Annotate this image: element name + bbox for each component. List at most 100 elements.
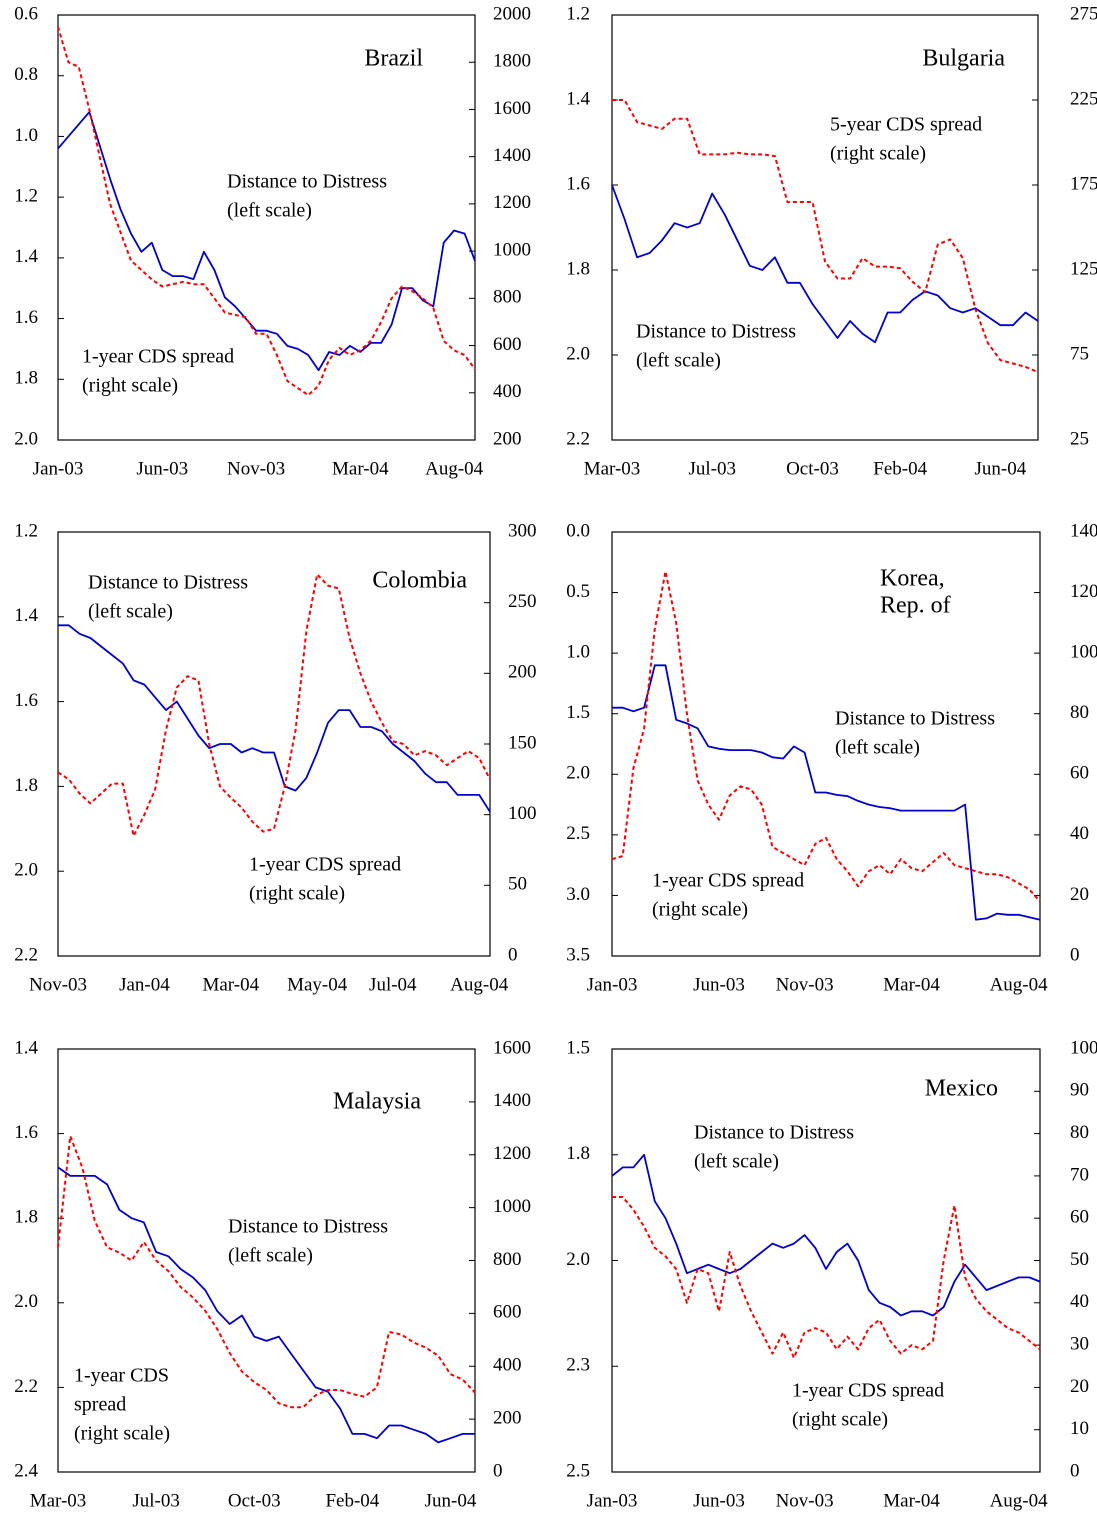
y2-tick-label: 20 xyxy=(1070,1376,1089,1397)
y-tick-label: 2.0 xyxy=(14,860,38,881)
series-line xyxy=(611,1153,1041,1317)
x-tick-label: Oct-03 xyxy=(786,458,839,479)
y-tick-label: 0.6 xyxy=(14,3,38,24)
y2-tick-label: 80 xyxy=(1070,702,1089,723)
y2-tick-label: 1200 xyxy=(493,1143,531,1164)
x-tick-label: Jan-04 xyxy=(119,974,170,995)
y2-tick-label: 1400 xyxy=(493,1090,531,1111)
series-line xyxy=(58,624,491,813)
series-label: Distance to Distress xyxy=(694,1122,854,1144)
series-scale-note: (right scale) xyxy=(652,899,748,921)
y-tick-label: 2.4 xyxy=(14,1460,38,1481)
y-tick-label: 1.4 xyxy=(14,605,38,626)
series-line xyxy=(57,111,476,372)
y2-tick-label: 90 xyxy=(1070,1080,1089,1101)
series-label: Distance to Distress xyxy=(88,572,248,594)
y2-tick-label: 75 xyxy=(1070,343,1089,364)
series-scale-note: (right scale) xyxy=(830,143,926,165)
x-tick-label: Jun-04 xyxy=(975,458,1027,479)
y-tick-label: 1.8 xyxy=(14,368,38,389)
panel-title: Malaysia xyxy=(333,1089,421,1115)
y2-tick-label: 25 xyxy=(1070,428,1089,449)
x-tick-label: Nov-03 xyxy=(29,974,87,995)
series-line xyxy=(612,99,1039,373)
y-tick-label: 1.6 xyxy=(14,1122,38,1143)
y-tick-label: 0.8 xyxy=(14,64,38,85)
y-tick-label: 1.5 xyxy=(566,702,590,723)
y2-tick-label: 0 xyxy=(508,944,518,965)
x-tick-label: Mar-04 xyxy=(332,458,389,479)
series-scale-note: (right scale) xyxy=(74,1423,170,1445)
y2-tick-label: 120 xyxy=(1070,581,1097,602)
x-tick-label: Jun-03 xyxy=(693,1490,745,1511)
y-tick-label: 2.2 xyxy=(14,944,38,965)
y2-tick-label: 30 xyxy=(1070,1333,1089,1354)
panel-title: Rep. of xyxy=(880,593,951,619)
x-tick-label: Mar-04 xyxy=(202,974,259,995)
x-tick-label: Aug-04 xyxy=(425,458,484,479)
y-tick-label: 1.8 xyxy=(566,258,590,279)
series-label: Distance to Distress xyxy=(227,171,387,193)
y2-tick-label: 60 xyxy=(1070,763,1089,784)
y-tick-label: 3.0 xyxy=(566,884,590,905)
series-scale-note: (left scale) xyxy=(835,737,920,759)
y-tick-label: 0.0 xyxy=(566,520,590,541)
y-tick-label: 2.0 xyxy=(14,1291,38,1312)
series-label: 1-year CDS spread xyxy=(249,854,401,876)
series-scale-note: (left scale) xyxy=(636,350,721,372)
series-scale-note: (left scale) xyxy=(88,601,173,623)
y2-tick-label: 225 xyxy=(1070,88,1097,109)
x-tick-label: Jan-03 xyxy=(587,1490,638,1511)
x-tick-label: Mar-04 xyxy=(883,974,940,995)
y2-tick-label: 100 xyxy=(1070,642,1097,663)
y2-tick-label: 400 xyxy=(493,1355,522,1376)
series-line xyxy=(57,573,491,837)
x-tick-label: Aug-04 xyxy=(990,974,1049,995)
y2-tick-label: 800 xyxy=(493,1249,522,1270)
y2-tick-label: 150 xyxy=(508,732,537,753)
y2-tick-label: 600 xyxy=(493,1302,522,1323)
y-tick-label: 0.5 xyxy=(566,581,590,602)
y-tick-label: 1.4 xyxy=(566,88,590,109)
x-tick-label: Jul-03 xyxy=(132,1490,180,1511)
series-label: Distance to Distress xyxy=(835,708,995,730)
y2-tick-label: 0 xyxy=(1070,1460,1080,1481)
series-label: 1-year CDS spread xyxy=(82,346,234,368)
x-tick-label: Jan-03 xyxy=(33,458,84,479)
series-label: 1-year CDS xyxy=(74,1365,169,1387)
y-tick-label: 1.8 xyxy=(14,775,38,796)
y-tick-label: 1.6 xyxy=(14,307,38,328)
y2-tick-label: 300 xyxy=(508,520,537,541)
y2-tick-label: 200 xyxy=(508,662,537,683)
y2-tick-label: 40 xyxy=(1070,1291,1089,1312)
x-tick-label: Mar-04 xyxy=(883,1490,940,1511)
y2-tick-label: 1000 xyxy=(493,239,531,260)
x-tick-label: Jan-03 xyxy=(587,974,638,995)
y2-tick-label: 125 xyxy=(1070,258,1097,279)
y-tick-label: 2.2 xyxy=(14,1376,38,1397)
y-tick-label: 2.0 xyxy=(14,428,38,449)
panel-title: Colombia xyxy=(372,568,467,594)
y2-tick-label: 0 xyxy=(1070,944,1080,965)
y2-tick-label: 250 xyxy=(508,591,537,612)
y-tick-label: 2.3 xyxy=(566,1355,590,1376)
y2-tick-label: 1600 xyxy=(493,98,531,119)
x-tick-label: Aug-04 xyxy=(450,974,509,995)
y2-tick-label: 1200 xyxy=(493,192,531,213)
plot-frame xyxy=(611,531,1041,957)
x-tick-label: Mar-03 xyxy=(584,458,641,479)
x-tick-label: Jul-04 xyxy=(369,974,417,995)
y-tick-label: 1.2 xyxy=(566,3,590,24)
series-line xyxy=(611,570,1041,903)
x-tick-label: Nov-03 xyxy=(776,974,834,995)
series-label: 1-year CDS spread xyxy=(792,1380,944,1402)
y-tick-label: 2.0 xyxy=(566,1249,590,1270)
y2-tick-label: 0 xyxy=(493,1460,503,1481)
series-label: spread xyxy=(74,1394,126,1416)
x-tick-label: Oct-03 xyxy=(228,1490,281,1511)
series-line xyxy=(57,1166,475,1444)
y-tick-label: 2.5 xyxy=(566,1460,590,1481)
panel-title: Bulgaria xyxy=(922,46,1005,72)
y2-tick-label: 10 xyxy=(1070,1418,1089,1439)
